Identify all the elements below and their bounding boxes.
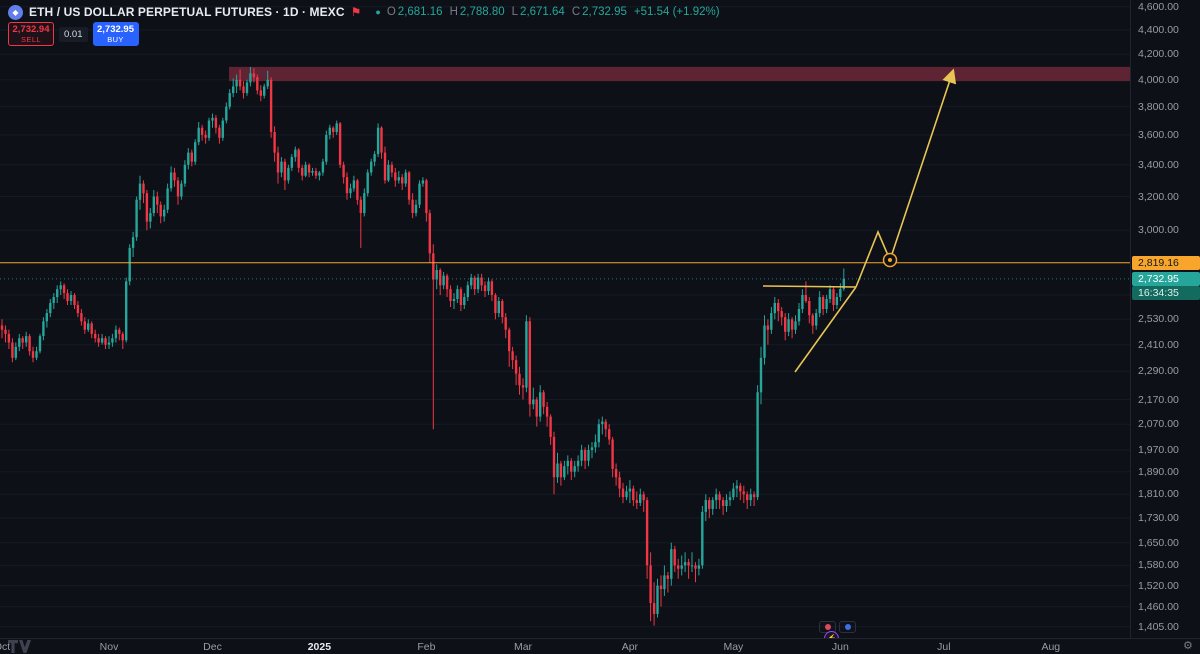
price-tick: 1,520.00 <box>1138 579 1179 592</box>
time-tick-oct: Oct <box>0 641 11 653</box>
price-tick: 1,580.00 <box>1138 559 1179 572</box>
close-value: 2,732.95 <box>582 6 627 18</box>
price-tick: 2,290.00 <box>1138 365 1179 378</box>
chart-canvas[interactable] <box>0 0 1130 638</box>
sell-button[interactable]: 2,732.94 SELL <box>8 22 54 46</box>
candle-countdown-label: 16:34:35 <box>1132 285 1200 300</box>
time-tick-jun: Jun <box>831 641 849 653</box>
price-tick: 2,070.00 <box>1138 418 1179 431</box>
close-label: C <box>571 6 581 18</box>
symbol-header: ◆ ETH / US DOLLAR PERPETUAL FUTURES · 1D… <box>8 4 720 20</box>
time-tick-feb: Feb <box>417 641 436 653</box>
sell-price: 2,732.94 <box>12 23 50 35</box>
time-tick-aug: Aug <box>1041 641 1061 653</box>
alert-flag-icon[interactable]: ⚑ <box>350 5 362 19</box>
symbol-title[interactable]: ETH / US DOLLAR PERPETUAL FUTURES · 1D ·… <box>29 5 345 19</box>
time-axis[interactable]: Oct Nov Dec 2025 Feb Mar Apr May Jun Jul Aug <box>0 638 1200 654</box>
order-panel: 2,732.94 SELL 0.01 2,732.95 BUY <box>8 22 139 46</box>
hline-price-label: 2,819.16 <box>1132 255 1200 270</box>
price-tick: 1,650.00 <box>1138 536 1179 549</box>
low-label: L <box>511 6 519 18</box>
market-status-icon: ● <box>375 7 381 17</box>
tradingview-logo[interactable] <box>8 640 31 654</box>
price-tick: 1,810.00 <box>1138 488 1179 501</box>
low-value: 2,671.64 <box>520 6 565 18</box>
time-tick-apr: Apr <box>621 641 639 653</box>
price-tick: 3,400.00 <box>1138 158 1179 171</box>
axis-settings-gear-icon[interactable]: ⚙ <box>1183 640 1193 652</box>
price-axis[interactable]: 1,405.00 1,460.00 1,520.00 1,580.00 1,650.00… <box>1130 0 1200 638</box>
price-tick: 2,410.00 <box>1138 338 1179 351</box>
price-tick: 4,200.00 <box>1138 48 1179 61</box>
event-blue-icon <box>844 624 851 630</box>
price-tick: 1,460.00 <box>1138 600 1179 613</box>
tradingview-logo-icon <box>8 640 31 653</box>
price-tick: 4,600.00 <box>1138 0 1179 13</box>
ohlc-readout: O 2,681.16 H 2,788.80 L 2,671.64 C 2,732.95 … <box>387 6 720 18</box>
time-tick-mar: Mar <box>513 641 533 653</box>
spread-value: 0.01 <box>59 26 88 42</box>
price-tick: 4,000.00 <box>1138 73 1179 86</box>
event-marker-icon[interactable] <box>839 621 856 633</box>
eth-logo-icon[interactable]: ◆ <box>8 4 23 20</box>
time-tick-2025: 2025 <box>307 641 332 653</box>
price-tick: 1,970.00 <box>1138 444 1179 456</box>
price-tick: 1,730.00 <box>1138 512 1179 524</box>
event-red-icon <box>824 624 831 630</box>
last-price-label: 2,732.95 <box>1132 271 1200 286</box>
open-label: O <box>386 6 396 18</box>
price-tick: 3,800.00 <box>1138 100 1179 113</box>
price-tick: 3,200.00 <box>1138 190 1179 203</box>
sell-label: SELL <box>21 34 41 44</box>
time-tick-may: May <box>723 641 744 653</box>
price-change: +51.54 (+1.92%) <box>633 6 720 18</box>
time-tick-dec: Dec <box>203 641 222 653</box>
open-value: 2,681.16 <box>397 6 443 18</box>
price-tick: 2,170.00 <box>1138 393 1179 406</box>
buy-label: BUY <box>107 34 124 44</box>
price-tick: 4,400.00 <box>1138 24 1179 36</box>
high-label: H <box>449 6 458 18</box>
time-tick-jul: Jul <box>937 641 951 653</box>
buy-button[interactable]: 2,732.95 BUY <box>92 22 139 46</box>
price-tick: 1,405.00 <box>1138 620 1179 633</box>
buy-price: 2,732.95 <box>97 23 134 35</box>
high-value: 2,788.80 <box>459 6 505 18</box>
price-tick: 2,530.00 <box>1138 313 1179 326</box>
price-tick: 3,000.00 <box>1138 224 1179 237</box>
price-tick: 1,890.00 <box>1138 465 1179 478</box>
price-tick: 3,600.00 <box>1138 128 1179 141</box>
time-tick-nov: Nov <box>99 641 119 653</box>
